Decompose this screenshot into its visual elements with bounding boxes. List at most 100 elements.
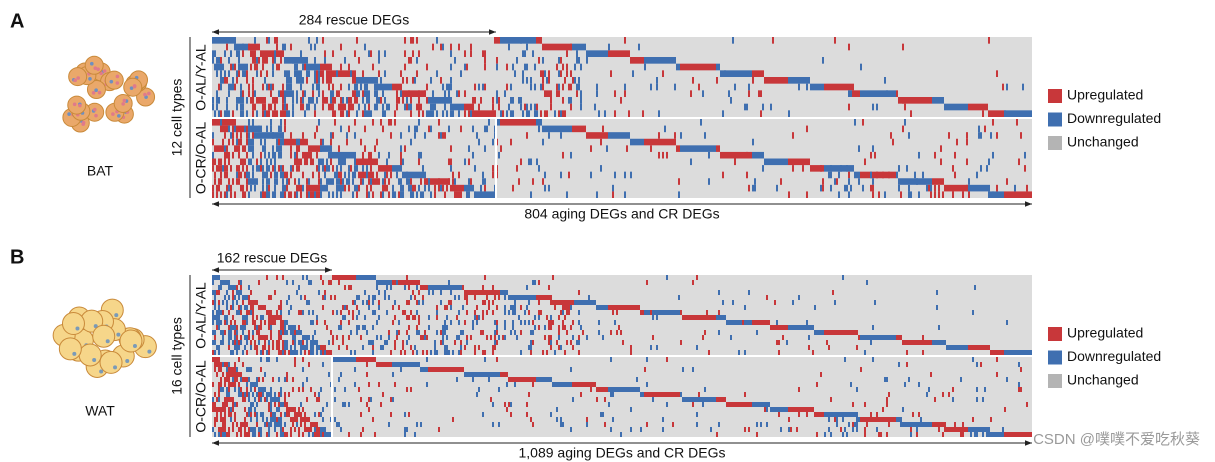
heatmap-cell (806, 191, 808, 198)
heatmap-cell (648, 138, 650, 146)
heatmap-cell (460, 340, 462, 345)
heatmap-cell (922, 340, 924, 345)
heatmap-cell (250, 184, 252, 192)
heatmap-cell (588, 50, 590, 57)
heatmap-cell (268, 37, 270, 44)
heatmap-cell (398, 83, 400, 91)
heatmap-cell (556, 43, 558, 51)
heatmap-cell (572, 335, 574, 340)
heatmap-cell (564, 315, 566, 320)
heatmap-cell (260, 158, 262, 166)
heatmap-cell (238, 171, 240, 179)
heatmap-cell (226, 103, 228, 111)
heatmap-cell (252, 50, 254, 57)
heatmap-cell (268, 345, 270, 350)
heatmap-cell (226, 397, 228, 402)
heatmap-cell (800, 325, 802, 330)
heatmap-cell (470, 43, 472, 51)
heatmap-cell (496, 325, 498, 330)
heatmap-cell (578, 300, 580, 305)
cell (119, 329, 143, 353)
heatmap-cell (234, 119, 236, 126)
heatmap-cell (228, 340, 230, 345)
heatmap-cell (352, 77, 354, 84)
heatmap-cell (454, 367, 456, 372)
heatmap-cell (274, 315, 276, 320)
heatmap-cell (698, 315, 700, 320)
heatmap-cell (398, 320, 400, 325)
heatmap-cell (226, 367, 228, 372)
heatmap-cell (692, 315, 694, 320)
heatmap-cell (356, 165, 358, 172)
heatmap-cell (968, 184, 970, 192)
heatmap-cell (600, 138, 602, 146)
heatmap-cell (948, 345, 950, 350)
heatmap-cell (222, 300, 224, 305)
heatmap-cell (246, 184, 248, 192)
heatmap-cell (1006, 110, 1008, 117)
heatmap-cell (406, 427, 408, 432)
heatmap-cell (284, 350, 286, 355)
heatmap-cell (576, 300, 578, 305)
heatmap-cell (222, 138, 224, 146)
heatmap-cell (558, 382, 560, 387)
heatmap-cell (862, 171, 864, 179)
heatmap-cell (234, 372, 236, 377)
heatmap-cell (586, 132, 588, 139)
heatmap-cell (434, 191, 436, 198)
heatmap-cell (442, 97, 444, 104)
heatmap-cell (874, 171, 876, 179)
heatmap-cell (212, 191, 214, 198)
heatmap-cell (254, 387, 256, 392)
heatmap-cell (710, 63, 712, 71)
heatmap-cell (990, 432, 992, 437)
heatmap-cell (1028, 432, 1030, 437)
heatmap-cell (754, 151, 756, 159)
heatmap-cell (234, 330, 236, 335)
heatmap-cell (588, 382, 590, 387)
heatmap-cell (218, 63, 220, 71)
heatmap-cell (342, 335, 344, 340)
heatmap-cell (366, 362, 368, 367)
heatmap-cell (670, 57, 672, 64)
heatmap-cell (604, 110, 606, 117)
heatmap-cell (934, 340, 936, 345)
heatmap-cell (428, 325, 430, 330)
heatmap-cell (292, 90, 294, 97)
heatmap-cell (394, 110, 396, 117)
heatmap-cell (356, 295, 358, 300)
heatmap-cell (966, 184, 968, 192)
heatmap-cell (410, 191, 412, 198)
heatmap-cell (910, 422, 912, 427)
heatmap-cell (262, 350, 264, 355)
heatmap-cell (1000, 350, 1002, 355)
heatmap-cell (232, 110, 234, 117)
heatmap-cell (498, 97, 500, 104)
heatmap-cell (344, 57, 346, 64)
heatmap-cell (244, 417, 246, 422)
heatmap-cell (486, 125, 488, 133)
heatmap-cell (282, 171, 284, 179)
heatmap-cell (814, 412, 816, 417)
heatmap-cell (1008, 191, 1010, 198)
heatmap-cell (266, 37, 268, 44)
heatmap-cell (418, 362, 420, 367)
heatmap-cell (542, 350, 544, 355)
heatmap-cell (288, 138, 290, 146)
heatmap-cell (252, 392, 254, 397)
heatmap-cell (788, 158, 790, 166)
heatmap-cell (334, 417, 336, 422)
heatmap-cell (964, 427, 966, 432)
heatmap-cell (630, 138, 632, 146)
heatmap-cell (474, 97, 476, 104)
heatmap-cell (536, 119, 538, 126)
heatmap-cell (232, 305, 234, 310)
heatmap-cell (386, 171, 388, 179)
heatmap-cell (914, 97, 916, 104)
heatmap-cell (286, 377, 288, 382)
heatmap-cell (328, 340, 330, 345)
heatmap-cell (332, 50, 334, 57)
heatmap-cell (226, 387, 228, 392)
heatmap-cell (232, 37, 234, 44)
heatmap-cell (272, 63, 274, 71)
